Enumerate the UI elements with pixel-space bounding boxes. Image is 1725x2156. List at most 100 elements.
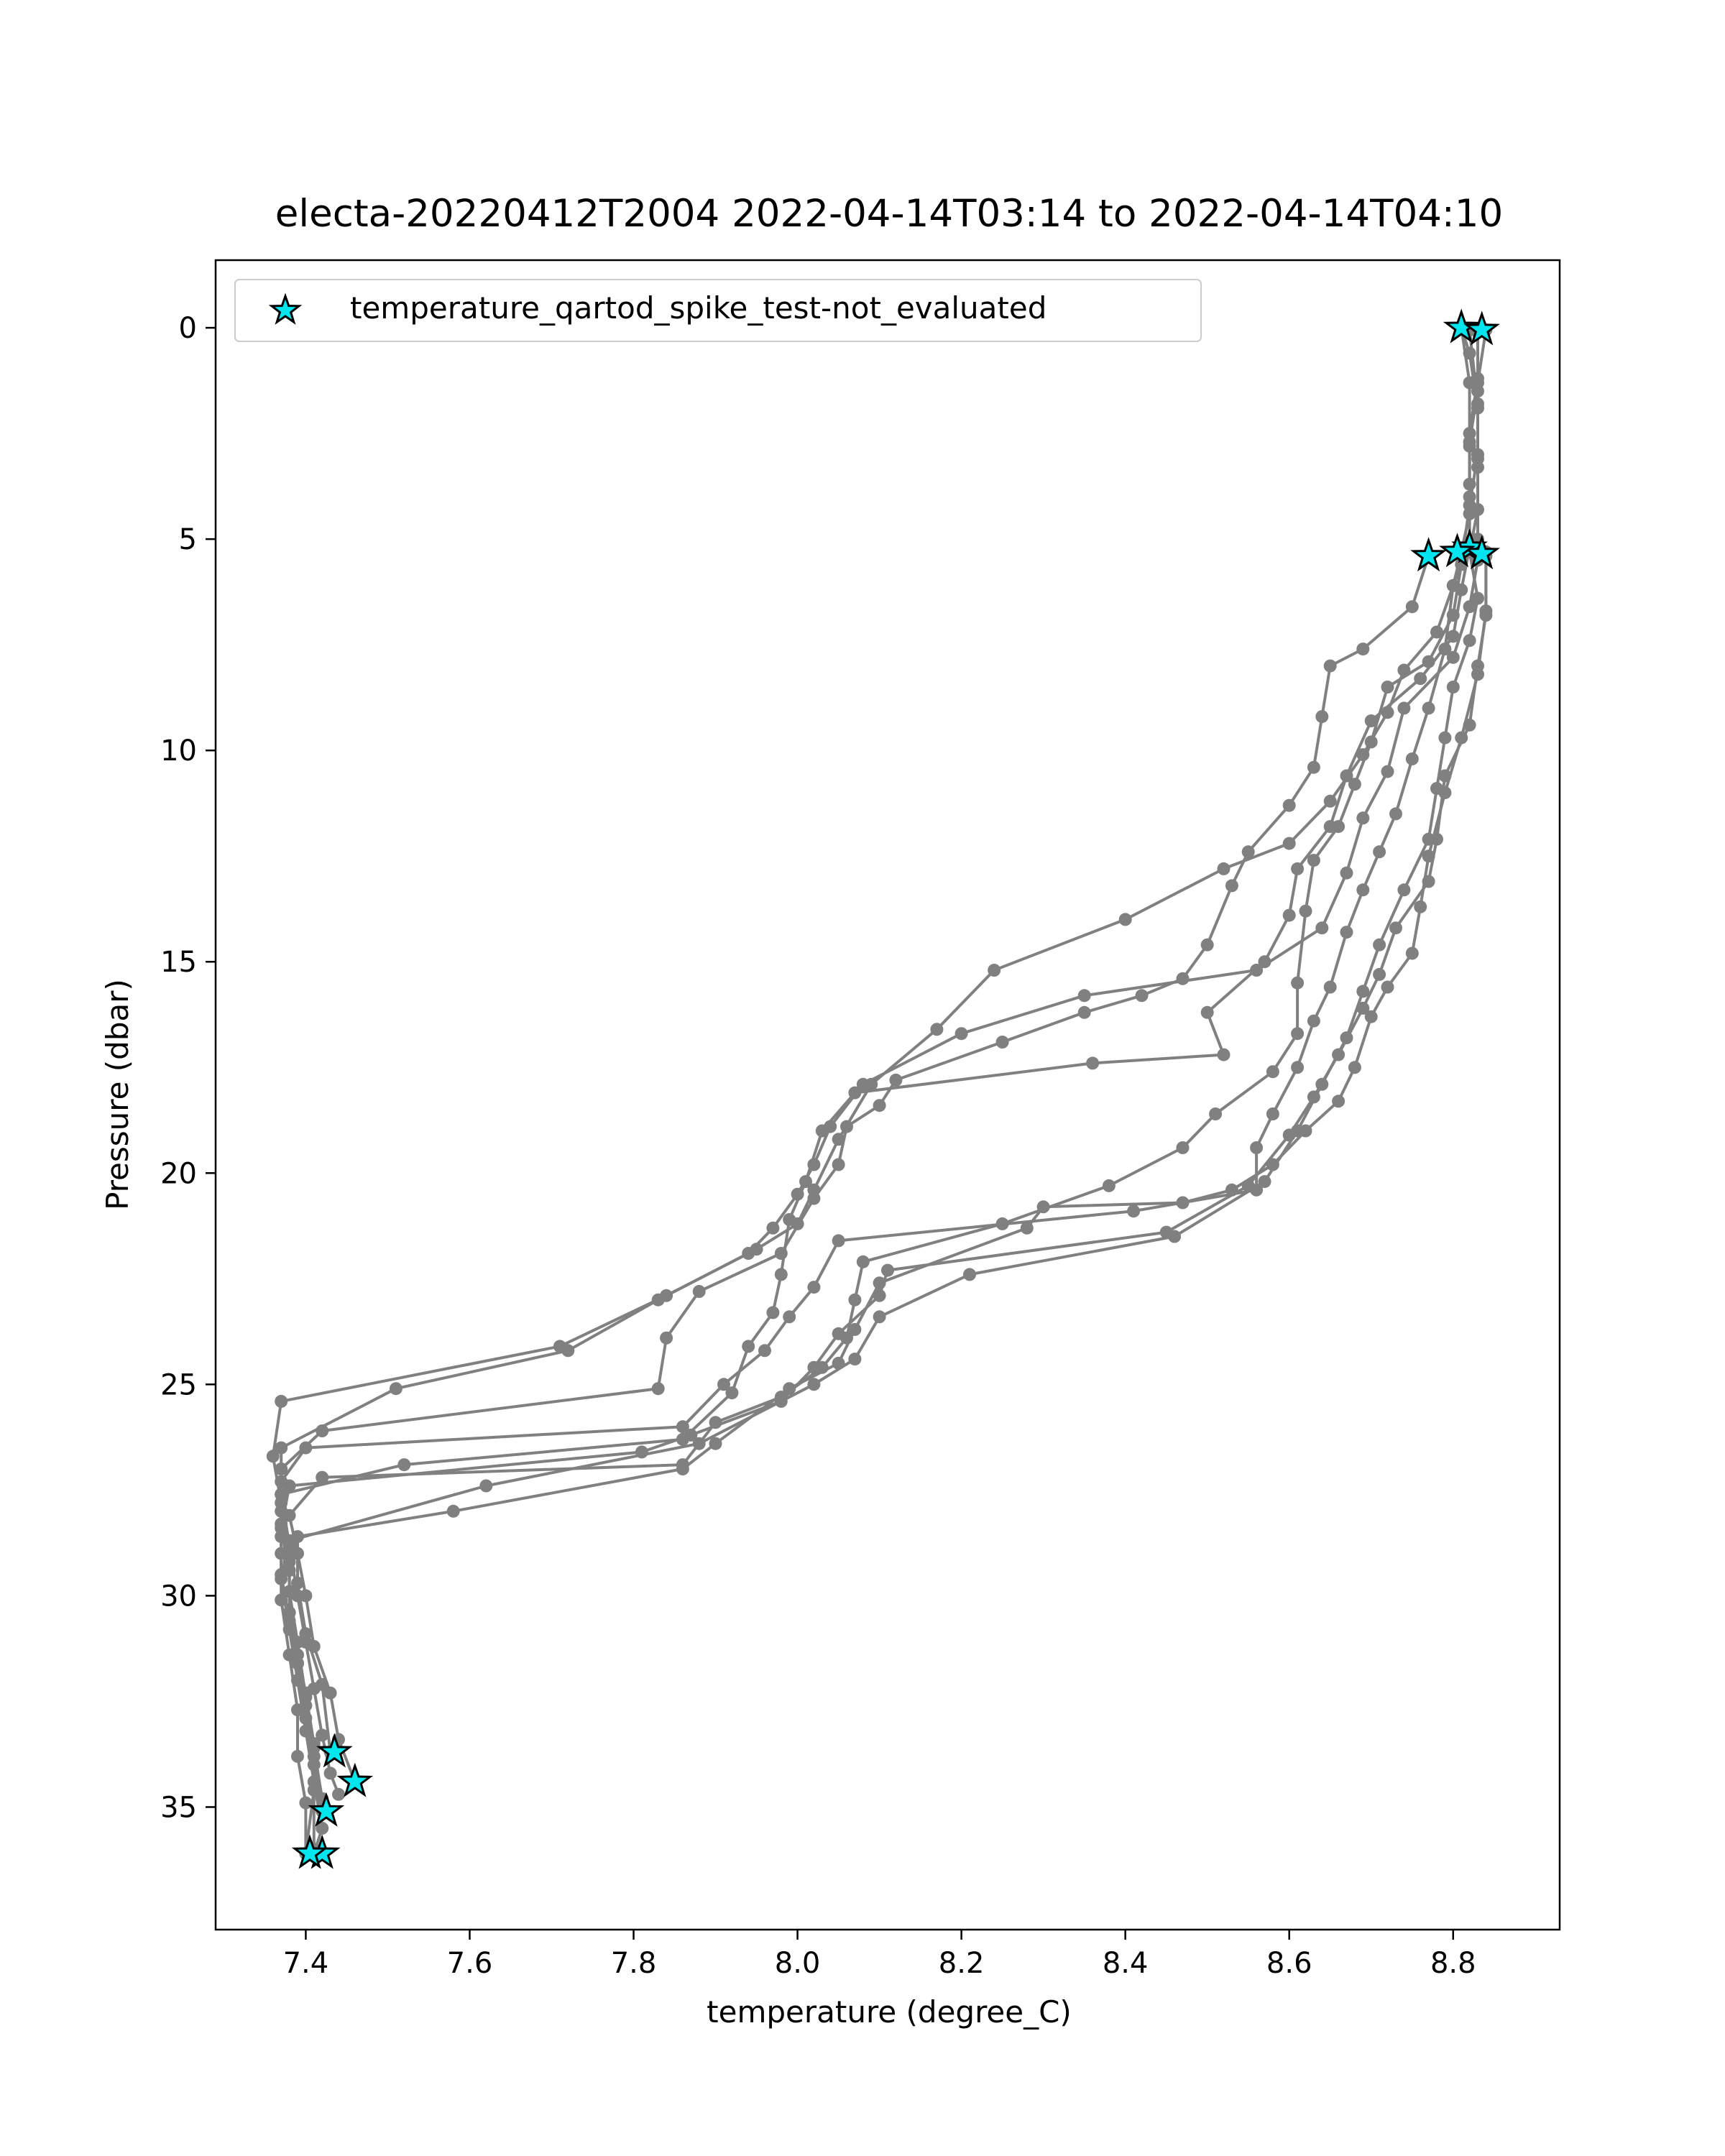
data-point: [1307, 854, 1320, 867]
data-point: [275, 1462, 288, 1475]
data-point: [389, 1382, 402, 1396]
data-point: [963, 1268, 976, 1281]
data-point: [1471, 668, 1484, 681]
data-point: [446, 1504, 460, 1518]
data-point: [1258, 1175, 1271, 1189]
y-tick-label: 20: [160, 1157, 197, 1190]
plot-frame: [214, 259, 1561, 1931]
data-point: [1381, 765, 1394, 778]
data-point: [1307, 760, 1320, 774]
data-point: [1323, 980, 1337, 994]
data-point: [299, 1690, 313, 1704]
data-point: [1299, 1124, 1312, 1138]
y-tick-label: 35: [160, 1791, 197, 1824]
profile-line: [296, 551, 1488, 1753]
data-point: [807, 1158, 821, 1171]
data-point: [1446, 630, 1460, 643]
data-point: [291, 1703, 304, 1717]
data-point: [660, 1331, 673, 1345]
spike-star-marker: [308, 1792, 345, 1827]
data-point: [1217, 1048, 1230, 1061]
data-point: [1266, 1158, 1279, 1171]
data-point: [635, 1445, 648, 1459]
data-point: [1135, 989, 1149, 1003]
data-point: [1176, 1141, 1190, 1154]
y-axis-label: Pressure (dbar): [100, 979, 135, 1210]
data-point: [323, 1686, 337, 1700]
data-point: [676, 1420, 689, 1434]
data-point: [1405, 600, 1419, 614]
data-point: [1438, 786, 1452, 799]
data-point: [1291, 1027, 1305, 1041]
data-point: [1389, 921, 1402, 935]
data-point: [1356, 748, 1370, 762]
data-point: [1291, 1061, 1305, 1074]
x-axis: 7.4 7.6 7.8 8.0 8.2 8.4 8.6 8.8: [283, 1930, 1476, 1980]
data-point: [1373, 845, 1386, 859]
data-point: [1077, 989, 1091, 1003]
data-point: [1323, 659, 1337, 673]
x-axis-label: temperature (degree_C): [707, 1994, 1072, 2030]
data-point: [1020, 1221, 1034, 1235]
spike-star-marker: [1439, 533, 1476, 568]
data-point: [873, 1099, 886, 1112]
data-point: [316, 1424, 329, 1437]
data-point: [832, 1133, 845, 1146]
data-point: [774, 1247, 788, 1260]
data-point: [291, 1576, 304, 1590]
y-axis: 0 5 10 15 20 25 30 35: [160, 312, 216, 1824]
data-point: [1332, 820, 1346, 834]
data-point: [881, 1263, 894, 1277]
data-point: [873, 1276, 886, 1290]
data-point: [717, 1378, 730, 1391]
data-point: [832, 1356, 845, 1370]
data-point: [1340, 926, 1353, 939]
profile-line: [280, 556, 1430, 1800]
data-point: [1438, 642, 1452, 656]
y-tick-label: 15: [160, 946, 197, 979]
data-point: [1176, 1196, 1190, 1210]
x-tick-label: 7.6: [447, 1947, 493, 1980]
data-point: [1127, 1204, 1141, 1218]
data-point: [275, 1394, 288, 1408]
chart-title: electa-20220412T2004 2022-04-14T03:14 to…: [275, 192, 1503, 236]
data-point: [1299, 904, 1312, 918]
data-point: [1397, 663, 1411, 677]
data-point: [1463, 634, 1476, 648]
data-point: [1282, 908, 1296, 922]
data-point: [1250, 1141, 1264, 1154]
data-point: [332, 1787, 345, 1801]
y-tick-label: 0: [179, 312, 197, 345]
data-point: [750, 1243, 763, 1256]
data-point: [660, 1289, 673, 1302]
data-point: [725, 1386, 739, 1400]
data-point: [282, 1585, 296, 1598]
data-point: [1315, 921, 1329, 935]
data-point: [1200, 938, 1214, 952]
data-point: [291, 1749, 304, 1763]
data-point: [1356, 1001, 1370, 1015]
y-tick-label: 5: [179, 523, 197, 556]
data-point: [1356, 883, 1370, 897]
data-point: [1323, 794, 1337, 808]
data-point: [1348, 778, 1361, 791]
data-point: [1291, 862, 1305, 875]
data-point: [783, 1382, 796, 1396]
data-point: [889, 1073, 903, 1087]
legend-star-icon: [268, 292, 303, 325]
data-point: [865, 1077, 878, 1091]
data-point: [1422, 655, 1435, 668]
x-tick-label: 8.8: [1430, 1947, 1476, 1980]
data-point: [1118, 913, 1132, 926]
spike-star-marker: [1463, 310, 1500, 346]
x-tick-label: 8.2: [939, 1947, 985, 1980]
data-point: [1397, 701, 1411, 715]
data-point: [832, 1234, 845, 1248]
legend-box: [234, 279, 1202, 342]
data-point: [791, 1187, 804, 1201]
data-point: [758, 1344, 771, 1358]
data-point: [479, 1479, 493, 1493]
data-point: [832, 1158, 845, 1171]
data-point: [1282, 837, 1296, 850]
